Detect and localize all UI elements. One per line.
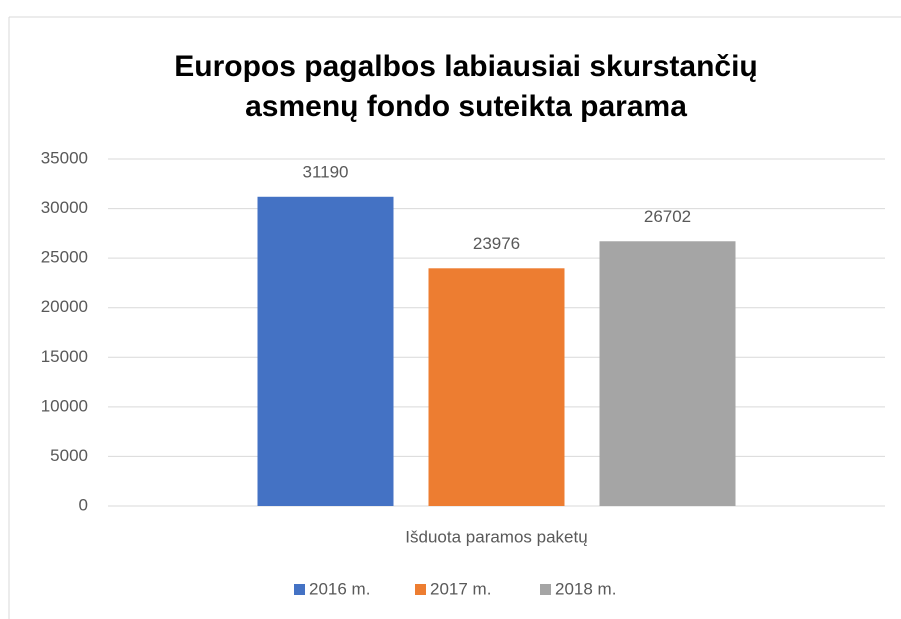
legend-label: 2017 m.	[430, 579, 491, 598]
legend-label: 2016 m.	[309, 579, 370, 598]
y-tick-label: 0	[79, 495, 88, 514]
legend-swatch	[294, 584, 305, 595]
data-label: 23976	[473, 234, 520, 253]
y-tick-label: 30000	[41, 198, 88, 217]
x-tick-label: Išduota paramos paketų	[405, 527, 587, 546]
bar	[257, 196, 394, 506]
data-label: 31190	[302, 162, 348, 181]
y-tick-label: 35000	[41, 148, 88, 167]
y-tick-label: 5000	[50, 446, 88, 465]
bar	[428, 268, 565, 506]
y-tick-label: 25000	[41, 248, 88, 267]
data-label: 26702	[644, 207, 691, 226]
legend-swatch	[540, 584, 551, 595]
y-tick-label: 20000	[41, 297, 88, 316]
legend-swatch	[415, 584, 426, 595]
legend-label: 2018 m.	[555, 579, 616, 598]
bar	[599, 241, 736, 506]
y-tick-label: 15000	[41, 347, 88, 366]
y-tick-label: 10000	[41, 396, 88, 415]
chart-title: Europos pagalbos labiausiai skurstančių	[174, 50, 758, 83]
chart-title: asmenų fondo suteikta parama	[245, 90, 687, 123]
